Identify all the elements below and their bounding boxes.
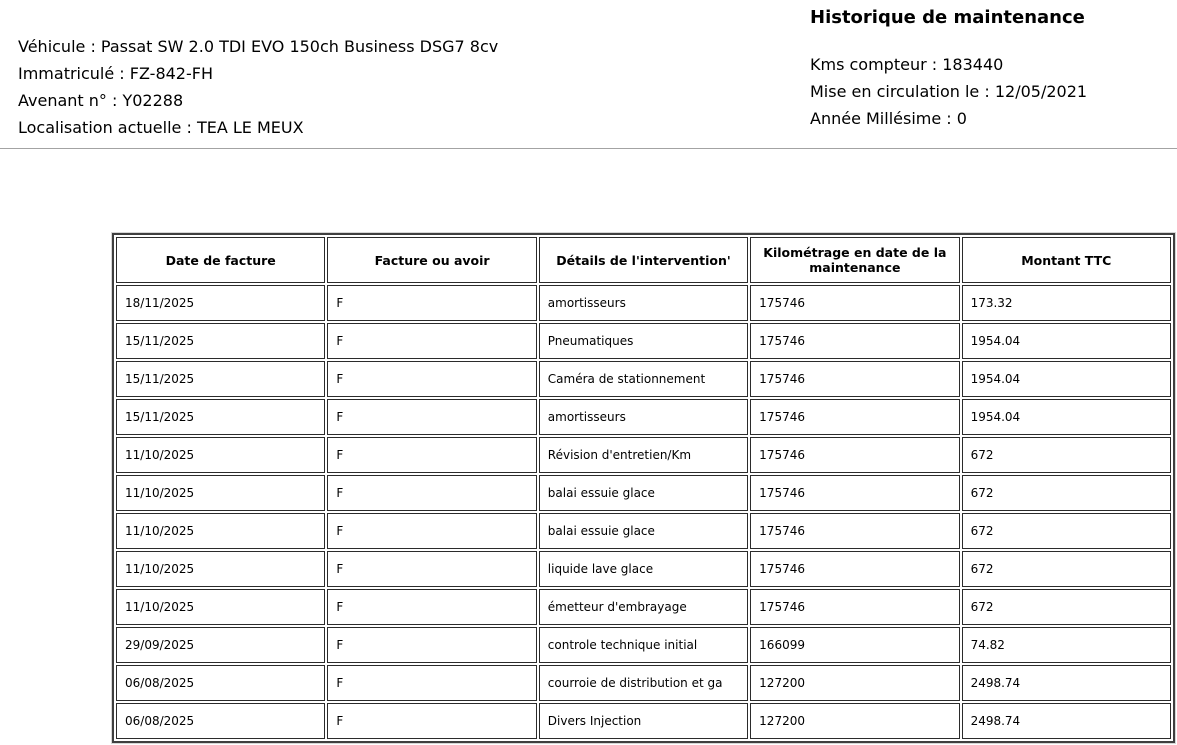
column-header-intervention-details: Détails de l'intervention' [538,237,749,283]
table-row: 18/11/2025 F amortisseurs 175746 173.32 [116,285,1171,321]
column-header-invoice-date: Date de facture [116,237,326,283]
cell-invoice-type: F [327,399,537,435]
cell-details: amortisseurs [538,285,749,321]
cell-amount: 672 [961,475,1171,511]
table-row: 15/11/2025 F Pneumatiques 175746 1954.04 [116,323,1171,359]
column-header-mileage: Kilométrage en date de la maintenance [750,237,960,283]
table-row: 29/09/2025 F controle technique initial … [116,627,1171,663]
cell-amount: 2498.74 [961,703,1171,739]
cell-amount: 2498.74 [961,665,1171,701]
table-row: 11/10/2025 F liquide lave glace 175746 6… [116,551,1171,587]
kms-counter-line: Kms compteur : 183440 [810,55,1004,74]
cell-mileage: 175746 [750,551,960,587]
cell-mileage: 175746 [750,323,960,359]
cell-amount: 672 [961,551,1171,587]
cell-mileage: 175746 [750,361,960,397]
vehicle-info-block: Véhicule : Passat SW 2.0 TDI EVO 150ch B… [18,33,498,141]
cell-mileage: 127200 [750,665,960,701]
circulation-date-line: Mise en circulation le : 12/05/2021 [810,82,1088,101]
table-row: 15/11/2025 F Caméra de stationnement 175… [116,361,1171,397]
millesime-year-line: Année Millésime : 0 [810,109,967,128]
cell-invoice-type: F [327,475,537,511]
table-row: 11/10/2025 F balai essuie glace 175746 6… [116,513,1171,549]
cell-invoice-date: 06/08/2025 [116,665,326,701]
table-row: 06/08/2025 F Divers Injection 127200 249… [116,703,1171,739]
cell-invoice-date: 06/08/2025 [116,703,326,739]
cell-invoice-type: F [327,665,537,701]
cell-invoice-type: F [327,703,537,739]
cell-invoice-date: 11/10/2025 [116,513,326,549]
table-row: 11/10/2025 F émetteur d'embrayage 175746… [116,589,1171,625]
cell-invoice-date: 15/11/2025 [116,323,326,359]
cell-invoice-type: F [327,627,537,663]
cell-details: émetteur d'embrayage [538,589,749,625]
cell-invoice-date: 11/10/2025 [116,437,326,473]
cell-invoice-type: F [327,589,537,625]
cell-invoice-type: F [327,361,537,397]
cell-amount: 173.32 [961,285,1171,321]
column-header-amount-ttc: Montant TTC [961,237,1171,283]
table-row: 11/10/2025 F Révision d'entretien/Km 175… [116,437,1171,473]
cell-invoice-date: 11/10/2025 [116,475,326,511]
cell-amount: 1954.04 [961,399,1171,435]
cell-details: Caméra de stationnement [538,361,749,397]
cell-amount: 672 [961,589,1171,625]
cell-details: Divers Injection [538,703,749,739]
current-location-line: Localisation actuelle : TEA LE MEUX [18,118,304,137]
table-row: 06/08/2025 F courroie de distribution et… [116,665,1171,701]
cell-amount: 1954.04 [961,323,1171,359]
cell-mileage: 175746 [750,513,960,549]
cell-amount: 1954.04 [961,361,1171,397]
cell-details: balai essuie glace [538,513,749,549]
cell-mileage: 127200 [750,703,960,739]
report-header-block: Historique de maintenance Kms compteur :… [810,6,1087,132]
cell-details: liquide lave glace [538,551,749,587]
cell-invoice-date: 18/11/2025 [116,285,326,321]
cell-mileage: 175746 [750,285,960,321]
table-header: Date de facture Facture ou avoir Détails… [116,237,1171,283]
cell-amount: 672 [961,437,1171,473]
cell-invoice-date: 15/11/2025 [116,399,326,435]
cell-mileage: 175746 [750,437,960,473]
registration-line: Immatriculé : FZ-842-FH [18,64,213,83]
cell-invoice-type: F [327,437,537,473]
cell-mileage: 175746 [750,589,960,625]
cell-invoice-type: F [327,323,537,359]
cell-details: Pneumatiques [538,323,749,359]
vehicle-model-line: Véhicule : Passat SW 2.0 TDI EVO 150ch B… [18,37,499,56]
cell-mileage: 175746 [750,399,960,435]
cell-invoice-date: 15/11/2025 [116,361,326,397]
cell-invoice-type: F [327,285,537,321]
cell-mileage: 166099 [750,627,960,663]
cell-amount: 672 [961,513,1171,549]
cell-invoice-date: 11/10/2025 [116,551,326,587]
cell-mileage: 175746 [750,475,960,511]
table-body: 18/11/2025 F amortisseurs 175746 173.32 … [116,285,1171,739]
header-divider [0,148,1177,149]
avenant-number-line: Avenant n° : Y02288 [18,91,184,110]
cell-details: controle technique initial [538,627,749,663]
header-row: Date de facture Facture ou avoir Détails… [116,237,1171,283]
cell-details: Révision d'entretien/Km [538,437,749,473]
cell-invoice-type: F [327,513,537,549]
maintenance-history-table: Date de facture Facture ou avoir Détails… [111,232,1176,744]
column-header-invoice-or-credit: Facture ou avoir [327,237,537,283]
cell-amount: 74.82 [961,627,1171,663]
cell-invoice-type: F [327,551,537,587]
table-row: 11/10/2025 F balai essuie glace 175746 6… [116,475,1171,511]
page-title: Historique de maintenance [810,7,1085,28]
cell-details: amortisseurs [538,399,749,435]
cell-details: balai essuie glace [538,475,749,511]
cell-invoice-date: 11/10/2025 [116,589,326,625]
table-row: 15/11/2025 F amortisseurs 175746 1954.04 [116,399,1171,435]
cell-details: courroie de distribution et ga [538,665,749,701]
cell-invoice-date: 29/09/2025 [116,627,326,663]
